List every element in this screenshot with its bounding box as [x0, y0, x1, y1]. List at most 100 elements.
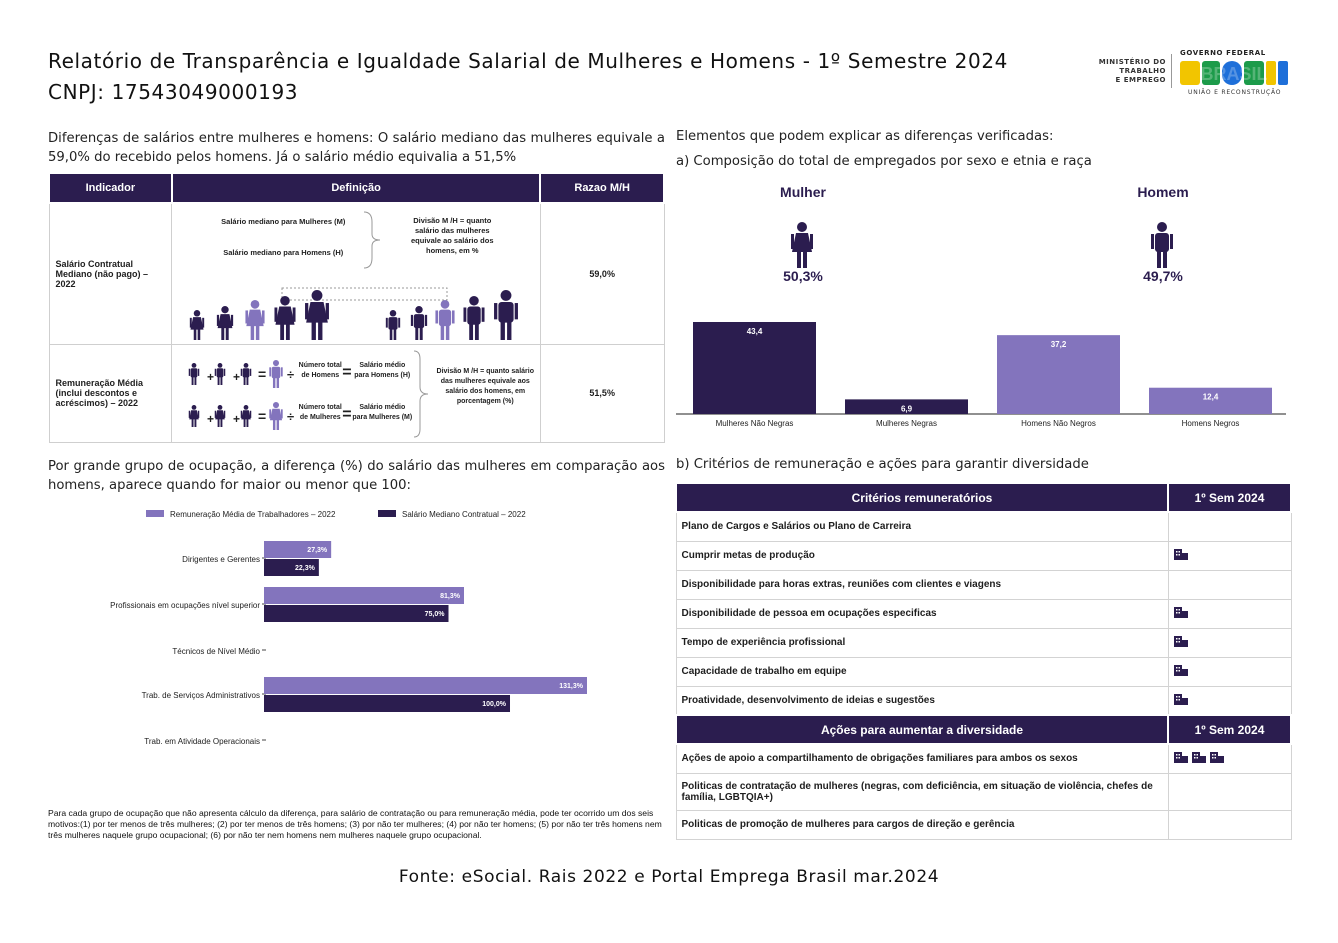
man-icon [269, 360, 283, 388]
brasil-wordmark: BRASIL [1201, 64, 1268, 84]
bar [264, 559, 319, 576]
woman-icon [241, 405, 252, 427]
woman-icon [189, 405, 200, 427]
category-label: Trab. em Atividade Operacionais [144, 737, 260, 746]
company-icon [1173, 665, 1188, 676]
category-label: Trab. de Serviços Administrativos [142, 691, 260, 700]
ratio-cell: 59,0% [539, 202, 665, 345]
equals-icon: = [342, 406, 352, 423]
division-label: Divisão M /H = quanto salário das mulher… [436, 368, 534, 405]
company-icon [1173, 693, 1188, 705]
table-row: Politicas de contratação de mulheres (ne… [675, 772, 1292, 811]
row-value [1167, 511, 1292, 542]
gov-federal-label: GOVERNO FEDERAL [1180, 49, 1266, 57]
category-label: Técnicos de Nível Médio [172, 647, 260, 656]
bar [693, 322, 816, 414]
woman-icon [791, 222, 813, 268]
bar [264, 587, 464, 604]
company-icon [1209, 752, 1224, 764]
brasil-logo: BRASIL [1180, 61, 1288, 85]
occupation-note: Para cada grupo de ocupação que não apre… [48, 808, 662, 840]
row-value [1167, 627, 1292, 658]
criteria-table: Critérios remuneratórios 1º Sem 2024 Pla… [675, 482, 1292, 840]
bar [1149, 387, 1272, 414]
category-label: Profissionais em ocupações nível superio… [110, 601, 260, 610]
table-row: Tempo de experiência profissional [675, 627, 1292, 658]
woman-icon [274, 296, 296, 341]
definition-cell: + + = ÷ Número total de Homens = Salário mé… [171, 343, 541, 443]
indicator-cell: Salário Contratual Mediano (não pago) – … [48, 202, 173, 345]
table-row: Cumprir metas de produção [675, 540, 1292, 571]
bar-label: 27,3% [307, 547, 328, 554]
actions-header: Ações para aumentar a diversidade [675, 714, 1169, 745]
intro-text: Diferenças de salários entre mulheres e … [48, 131, 665, 165]
total-men-label: Número total de Homens [298, 362, 342, 379]
woman-icon [305, 290, 330, 341]
plus-icon: + [233, 412, 240, 426]
legend-swatch [146, 510, 164, 517]
woman-icon [190, 310, 205, 341]
table-row: Ações de apoio a compartilhamento de obr… [675, 743, 1292, 774]
bar-label: 43,4 [747, 327, 763, 336]
bar [997, 335, 1120, 414]
man-icon [241, 363, 252, 385]
row-value [1167, 569, 1292, 600]
table-row: Disponibilidade de pessoa em ocupações e… [675, 598, 1292, 629]
header-definition: Definição [170, 172, 542, 204]
row-label: Cumprir metas de produção [675, 540, 1169, 571]
woman-icon [217, 306, 234, 341]
category-label: Mulheres Negras [876, 419, 937, 428]
row-value [1167, 656, 1292, 687]
division-label: Divisão M /H = quanto salário das mulher… [410, 216, 494, 256]
row-label: Politicas de contratação de mulheres (ne… [675, 772, 1169, 811]
woman-icon [791, 222, 813, 268]
equals-icon: = [258, 408, 266, 424]
category-label: Homens Não Negros [1021, 419, 1096, 428]
woman-percent: 50,3% [783, 268, 823, 284]
sum-men-icon: + + = ÷ [189, 360, 294, 388]
bar-label: 6,9 [901, 404, 913, 413]
avg-men-label: Salário médio para Homens (H) [354, 362, 411, 379]
woman-icon [245, 300, 265, 341]
row-label: Ações de apoio a compartilhamento de obr… [675, 743, 1169, 774]
man-icon [463, 296, 485, 341]
composition-chart: 43,4 Mulheres Não Negras 6,9 Mulheres Negra… [676, 322, 1286, 428]
legend-swatch [378, 510, 396, 517]
woman-label: Mulher [780, 184, 826, 200]
equals-icon: = [342, 364, 352, 381]
category-label: Mulheres Não Negras [716, 419, 794, 428]
slogan-label: UNIÃO E RECONSTRUÇÃO [1188, 89, 1282, 96]
man-icon [1151, 222, 1173, 268]
row-value [1167, 540, 1292, 571]
source-note: Fonte: eSocial. Rais 2022 e Portal Empre… [398, 867, 940, 887]
logo-separator [1171, 54, 1172, 88]
page-title: Relatório de Transparência e Igualdade S… [48, 46, 1008, 108]
equals-icon: = [258, 366, 266, 382]
occupation-title: Por grande grupo de ocupação, a diferenç… [48, 459, 665, 493]
man-label: Homem [1137, 184, 1189, 200]
table-row: Politicas de promoção de mulheres para c… [675, 809, 1292, 840]
man-icon [435, 300, 455, 341]
row-value [1167, 772, 1292, 811]
row-label: Plano de Cargos e Salários ou Plano de C… [675, 511, 1169, 542]
bar-label: 22,3% [295, 565, 316, 572]
man-icon [215, 363, 226, 385]
sum-women-icon: + + = ÷ [189, 402, 294, 430]
row-value [1167, 685, 1292, 716]
plus-icon: + [207, 412, 214, 426]
bar [264, 677, 587, 694]
row-label: Tempo de experiência profissional [675, 627, 1169, 658]
bar-label: 131,3% [559, 683, 584, 690]
bar [845, 399, 968, 414]
brace-icon [414, 350, 429, 438]
woman-icon [269, 402, 283, 430]
bar-label: 100,0% [482, 701, 507, 708]
row-value [1167, 743, 1292, 774]
brace-icon [364, 211, 381, 269]
table-row: Plano de Cargos e Salários ou Plano de C… [675, 511, 1292, 542]
plus-icon: + [207, 370, 214, 384]
criteria-table-wrap: Critérios remuneratórios 1º Sem 2024 Pla… [675, 482, 1292, 840]
man-icon [1151, 222, 1173, 268]
definition-cell: Salário mediano para Mulheres (M) Salári… [171, 202, 541, 345]
header-indicator: Indicador [48, 172, 173, 204]
